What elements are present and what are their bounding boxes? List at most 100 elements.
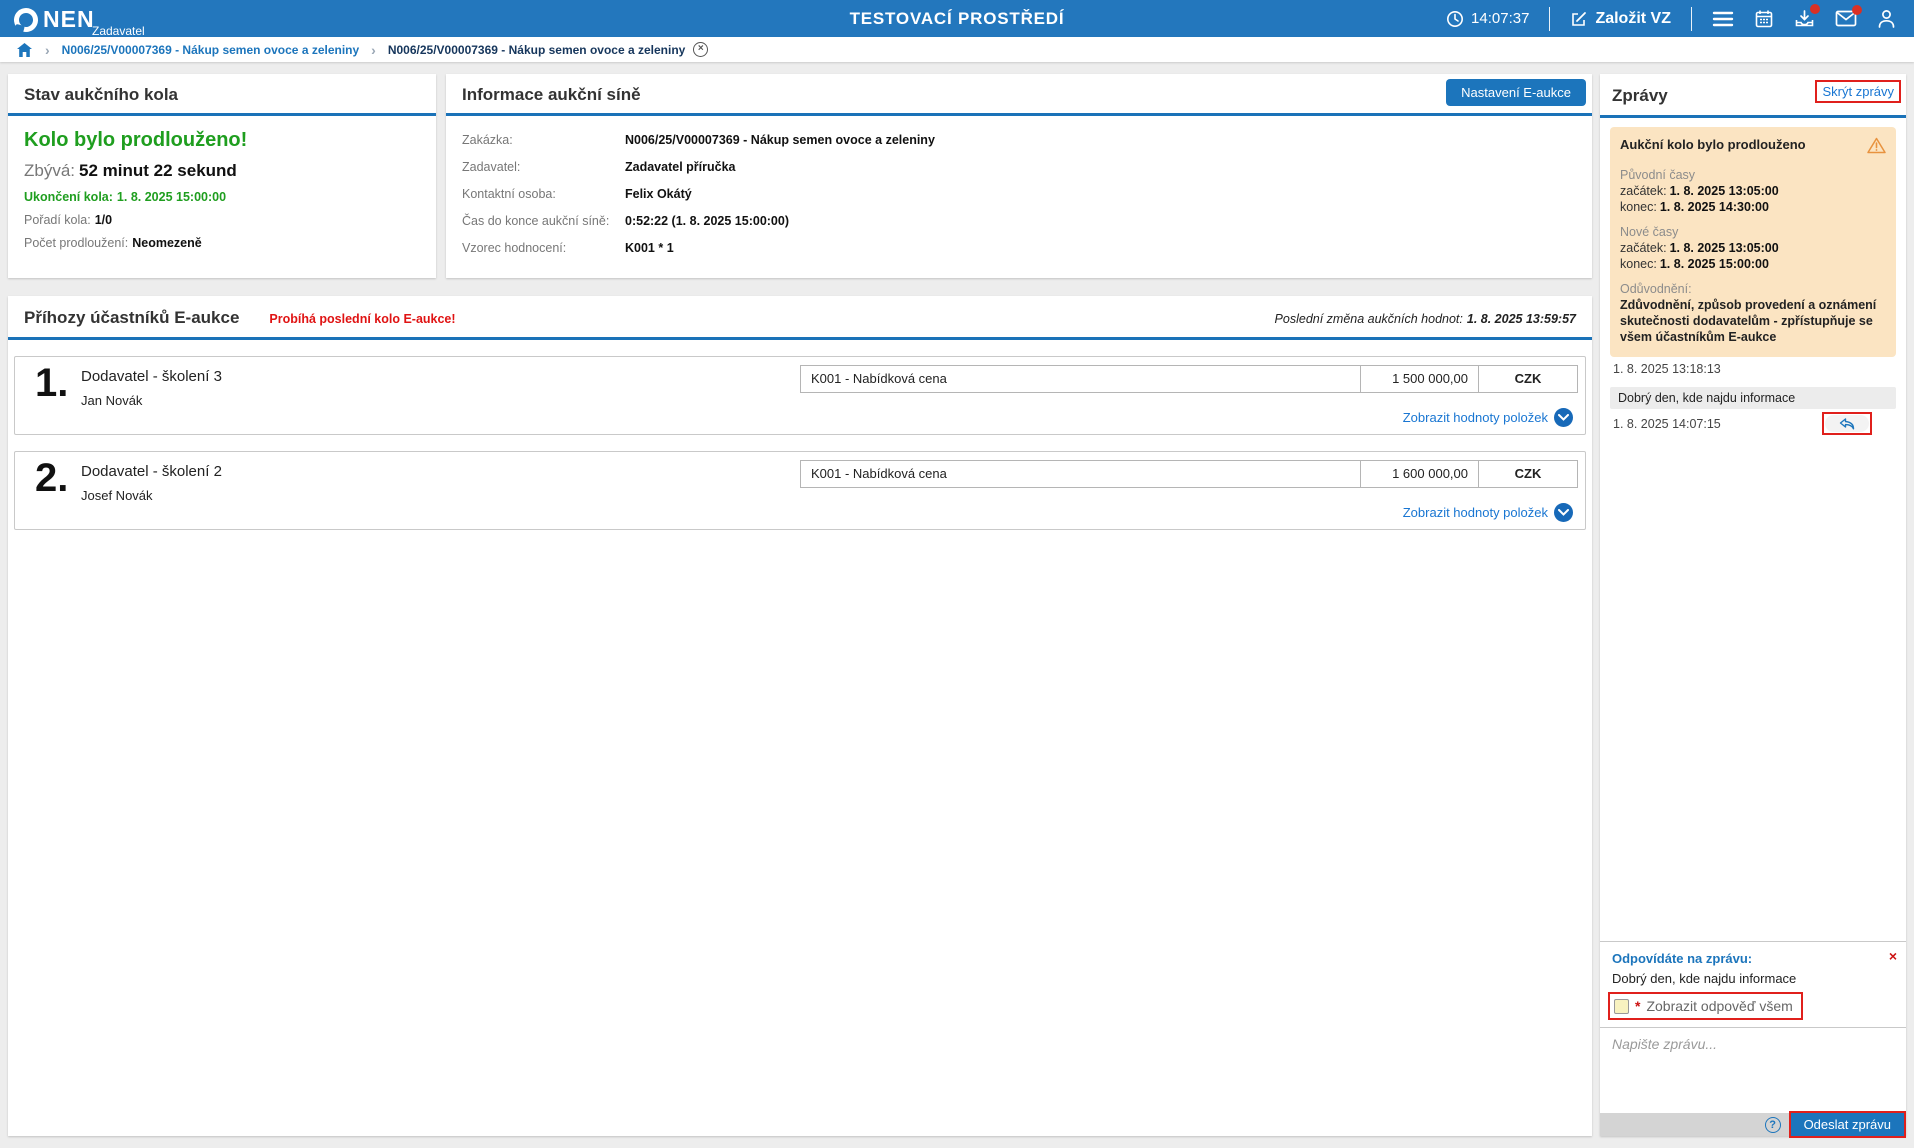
- new-times-label: Nové časy: [1620, 225, 1679, 239]
- last-change: Poslední změna aukčních hodnot: 1. 8. 202…: [1275, 312, 1576, 326]
- topbar-actions: 14:07:37 Založit VZ: [1446, 3, 1896, 31]
- info-label: Vzorec hodnocení:: [462, 240, 567, 255]
- chat-meta-row: 1. 8. 2025 14:07:15: [1610, 412, 1896, 435]
- cancel-reply-icon[interactable]: ×: [1888, 948, 1897, 964]
- last-change-label: Poslední změna aukčních hodnot:: [1274, 312, 1463, 326]
- close-tab-icon[interactable]: ×: [693, 42, 709, 57]
- original-end: konec: 1. 8. 2025 14:30:00: [1620, 200, 1769, 214]
- messages-title: Zprávy: [1612, 86, 1668, 105]
- message-input-wrap: [1600, 1027, 1906, 1113]
- extension-notice-card: Aukční kolo bylo prodlouženo Původní čas…: [1610, 127, 1896, 357]
- bid-supplier-block: Dodavatel - školení 2 Josef Novák: [81, 463, 222, 503]
- extensions-value: Neomezeně: [132, 236, 202, 250]
- show-item-values-button[interactable]: Zobrazit hodnoty položek: [1403, 408, 1573, 427]
- breadcrumb-item-active[interactable]: N006/25/V00007369 - Nákup semen ovoce a …: [387, 42, 686, 57]
- show-reply-to-all-row: * Zobrazit odpověď všem: [1608, 992, 1803, 1020]
- bids-title: Příhozy účastníků E-aukce: [24, 308, 240, 327]
- home-icon[interactable]: [16, 42, 33, 58]
- nen-logo[interactable]: NEN Zadavatel: [10, 4, 145, 38]
- bid-supplier-block: Dodavatel - školení 3 Jan Novák: [81, 368, 222, 408]
- topbar-divider: [1691, 6, 1692, 31]
- round-order-value: 1/0: [94, 213, 113, 227]
- time-remaining: Zbývá: 52 minut 22 sekund: [24, 161, 420, 181]
- compose-area: Odpovídáte na zprávu: × Dobrý den, kde n…: [1600, 941, 1906, 1138]
- user-icon[interactable]: [1877, 9, 1896, 29]
- auction-state-panel: Stav aukčního kola Kolo bylo prodlouženo…: [8, 74, 436, 278]
- calendar-icon[interactable]: [1754, 9, 1774, 29]
- info-value: Zadavatel příručka: [625, 159, 736, 174]
- bid-value-field: 1 500 000,00: [1360, 365, 1479, 393]
- required-mark: *: [1635, 998, 1641, 1014]
- create-vz-button[interactable]: Založit VZ: [1570, 10, 1671, 28]
- replying-to-label: Odpovídáte na zprávu:: [1612, 951, 1753, 966]
- reason-section: Odůvodnění: Zdůvodnění, způsob provedení…: [1620, 281, 1886, 345]
- bid-supplier-name: Dodavatel - školení 3: [81, 368, 222, 385]
- info-row-contract: Zakázka: N006/25/V00007369 - Nákup semen…: [462, 126, 1576, 153]
- clock-icon: [1447, 10, 1464, 27]
- bid-supplier-name: Dodavatel - školení 2: [81, 463, 222, 480]
- menu-icon[interactable]: [1712, 10, 1734, 28]
- send-message-wrap: Odeslat zprávu: [1788, 1111, 1906, 1138]
- auction-info-body: Zakázka: N006/25/V00007369 - Nákup semen…: [446, 116, 1592, 271]
- info-row-authority: Zadavatel: Zadavatel příručka: [462, 153, 1576, 180]
- chat-message: Dobrý den, kde najdu informace: [1610, 387, 1896, 409]
- reason-label: Odůvodnění:: [1620, 282, 1692, 296]
- send-message-button[interactable]: Odeslat zprávu: [1790, 1113, 1904, 1136]
- inbox-button[interactable]: [1794, 3, 1820, 29]
- show-reply-to-all-checkbox[interactable]: [1614, 998, 1629, 1014]
- info-label: Čas do konce aukční síně:: [462, 213, 610, 228]
- bid-person-name: Josef Novák: [81, 488, 153, 503]
- chevron-down-icon: [1554, 408, 1573, 427]
- chevron-down-icon: [1554, 503, 1573, 522]
- round-end: Ukončení kola: 1. 8. 2025 15:00:00: [24, 190, 420, 204]
- new-times-section: Nové časy začátek: 1. 8. 2025 13:05:00 ko…: [1620, 224, 1886, 272]
- messages-list: Aukční kolo bylo prodlouženo Původní čas…: [1600, 118, 1906, 444]
- inbox-download-icon: [1795, 9, 1814, 26]
- top-header: NEN Zadavatel TESTOVACÍ PROSTŘEDÍ 14:07:…: [0, 0, 1914, 38]
- auction-state-title: Stav aukčního kola: [24, 85, 178, 104]
- create-vz-label: Založit VZ: [1595, 9, 1671, 27]
- messages-header: Zprávy Skrýt zprávy: [1600, 74, 1906, 118]
- info-label: Kontaktní osoba:: [462, 186, 556, 201]
- round-end-label: Ukončení kola:: [24, 190, 113, 204]
- bids-header: Příhozy účastníků E-aukce Probíhá posled…: [8, 296, 1592, 340]
- inbox-badge: [1810, 3, 1820, 14]
- auction-info-title: Informace aukční síně: [462, 85, 641, 104]
- notice-timestamp: 1. 8. 2025 13:18:13: [1613, 362, 1721, 376]
- show-item-values-label: Zobrazit hodnoty položek: [1402, 410, 1548, 425]
- info-row-time-left: Čas do konce aukční síně: 0:52:22 (1. 8.…: [462, 207, 1576, 234]
- auction-state-header: Stav aukčního kola: [8, 74, 436, 116]
- round-order: Pořadí kola: 1/0: [24, 213, 420, 227]
- breadcrumb-item-contract[interactable]: N006/25/V00007369 - Nákup semen ovoce a …: [61, 42, 360, 57]
- round-order-label: Pořadí kola:: [24, 213, 91, 227]
- edit-icon: [1572, 11, 1587, 26]
- compose-reply-header: Odpovídáte na zprávu: × Dobrý den, kde n…: [1600, 942, 1906, 1020]
- chevron-right-icon: ›: [45, 41, 50, 58]
- show-item-values-button[interactable]: Zobrazit hodnoty položek: [1403, 503, 1573, 522]
- show-reply-to-all-label: Zobrazit odpověď všem: [1646, 998, 1793, 1014]
- info-label: Zakázka:: [462, 132, 513, 147]
- last-change-value: 1. 8. 2025 13:59:57: [1466, 312, 1576, 326]
- reason-text: Zdůvodnění, způsob provedení a oznámení …: [1620, 298, 1877, 344]
- messages-button[interactable]: [1835, 5, 1862, 27]
- eauction-settings-button[interactable]: Nastavení E-aukce: [1446, 79, 1586, 106]
- new-start: začátek: 1. 8. 2025 13:05:00: [1620, 241, 1779, 255]
- nen-logo-icon: [10, 4, 42, 35]
- hide-messages-link[interactable]: Skrýt zprávy: [1815, 80, 1901, 103]
- bid-value-field: 1 600 000,00: [1360, 460, 1479, 488]
- reply-button[interactable]: [1822, 412, 1872, 435]
- show-item-values-label: Zobrazit hodnoty položek: [1402, 505, 1548, 520]
- bid-rank: 2.: [35, 456, 69, 500]
- reply-icon: [1825, 415, 1869, 432]
- help-icon[interactable]: ?: [1764, 1116, 1781, 1133]
- extensions-count: Počet prodloužení: Neomezeně: [24, 236, 420, 250]
- bid-currency-field: CZK: [1478, 365, 1578, 393]
- bid-currency-field: CZK: [1478, 460, 1578, 488]
- message-input[interactable]: [1600, 1028, 1906, 1108]
- info-row-contact: Kontaktní osoba: Felix Okátý: [462, 180, 1576, 207]
- topbar-divider: [1549, 6, 1551, 31]
- auction-info-header: Informace aukční síně Nastavení E-aukce: [446, 74, 1592, 116]
- round-end-value: 1. 8. 2025 15:00:00: [116, 190, 227, 204]
- bids-panel: Příhozy účastníků E-aukce Probíhá posled…: [8, 296, 1592, 1136]
